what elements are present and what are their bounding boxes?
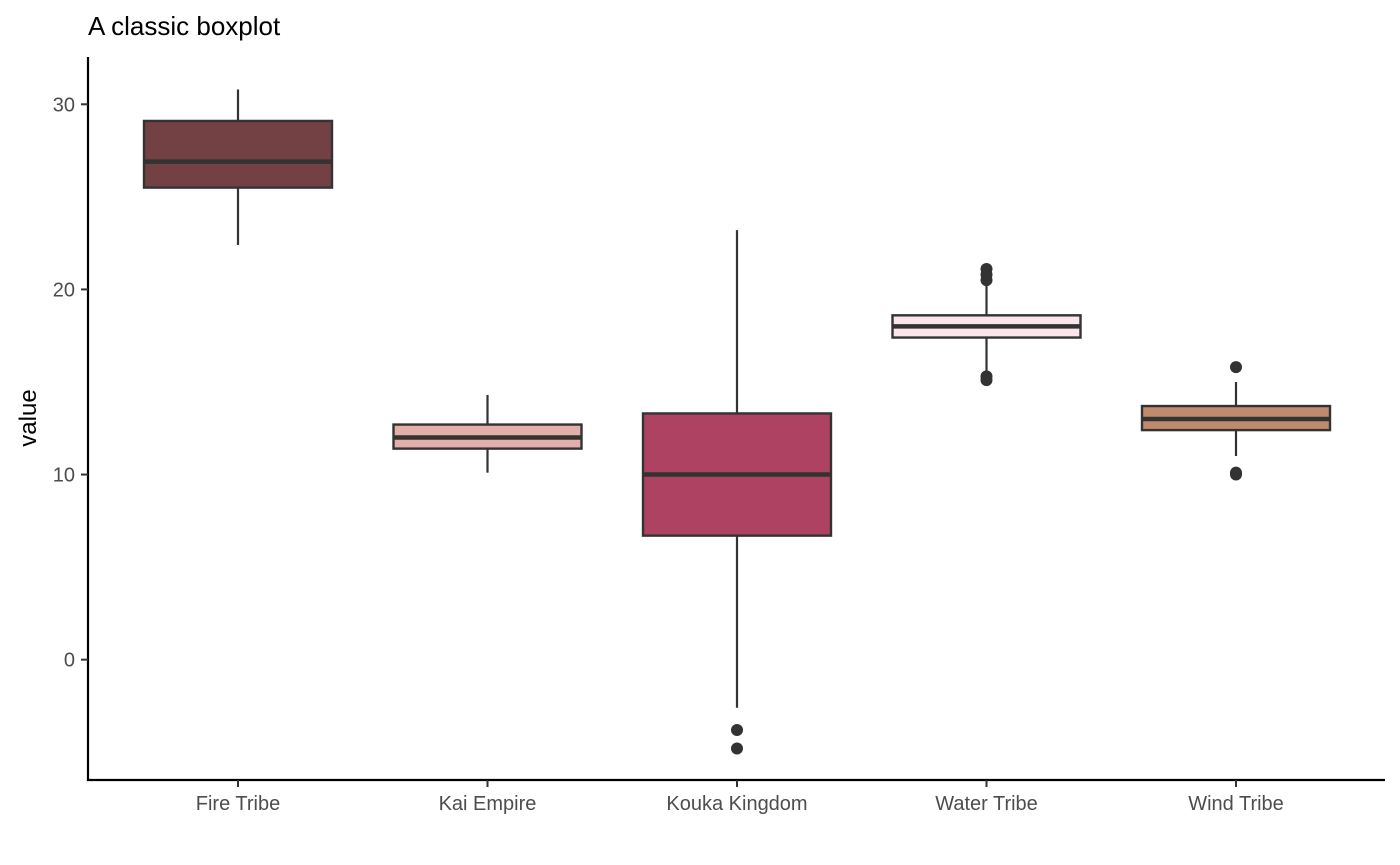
outlier-point <box>731 724 743 737</box>
box-group <box>641 230 833 755</box>
y-tick-label: 30 <box>53 94 75 116</box>
box-group <box>891 263 1082 387</box>
y-tick-label: 0 <box>64 650 75 672</box>
outlier-point <box>1230 361 1242 374</box>
plot-area <box>142 89 1332 755</box>
outlier-point <box>980 374 993 387</box>
x-tick-label: Kouka Kingdom <box>666 793 807 815</box>
x-tick-label: Wind Tribe <box>1188 793 1284 815</box>
box-group <box>142 89 334 245</box>
outlier-point <box>731 742 743 755</box>
x-tick-label: Kai Empire <box>439 793 537 815</box>
outlier-point <box>980 274 993 287</box>
y-tick-label: 20 <box>53 279 75 301</box>
x-axis-ticks: Fire Tribe Kai Empire Kouka Kingdom Water T… <box>196 780 1284 815</box>
y-axis-label: value <box>15 389 42 446</box>
x-tick-label: Fire Tribe <box>196 793 280 815</box>
y-axis-ticks: 0 10 20 30 <box>53 94 88 672</box>
y-tick-label: 10 <box>53 465 75 487</box>
box-group <box>392 394 583 473</box>
outlier-point <box>1230 468 1242 481</box>
x-tick-label: Water Tribe <box>935 793 1038 815</box>
box-group <box>1140 361 1332 481</box>
box <box>142 119 334 189</box>
chart-title: A classic boxplot <box>88 11 281 41</box>
